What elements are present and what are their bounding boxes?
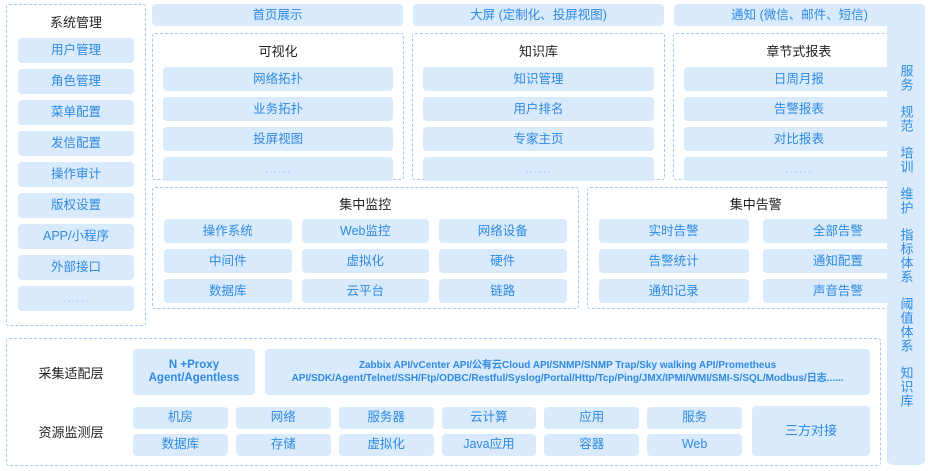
- sidebar-item-copyright-settings[interactable]: 版权设置: [18, 193, 134, 218]
- chip-knowledge-base-more[interactable]: ......: [423, 157, 654, 181]
- chip-hardware[interactable]: 硬件: [439, 249, 567, 273]
- left-sidebar-column: 系统管理 用户管理 角色管理 菜单配置 发信配置 操作审计 版权设置 APP/小…: [6, 4, 146, 467]
- chip-middleware[interactable]: 中间件: [164, 249, 292, 273]
- tab-home-display[interactable]: 首页展示: [152, 4, 403, 26]
- collection-layer-row: 采集适配层 N +Proxy Agent/Agentless Zabbix AP…: [19, 346, 870, 398]
- collection-layer-label: 采集适配层: [38, 365, 104, 381]
- vertical-item-threshold-system[interactable]: 阈值体系: [898, 296, 914, 353]
- bottom-layers-panel: 采集适配层 N +Proxy Agent/Agentless Zabbix AP…: [6, 338, 881, 466]
- sidebar-item-external-interface[interactable]: 外部接口: [18, 255, 134, 280]
- sidebar-item-app-miniprogram[interactable]: APP/小程序: [18, 224, 134, 249]
- feature-panel-row: 可视化 网络拓扑 业务拓扑 投屏视图 ...... 知识库 知识管理 用户排名 …: [152, 33, 925, 181]
- sidebar-item-menu-config[interactable]: 菜单配置: [18, 100, 134, 125]
- chip-report-more[interactable]: ......: [683, 157, 914, 181]
- system-management-title: 系统管理: [49, 15, 102, 30]
- chip-knowledge-management[interactable]: 知识管理: [423, 67, 654, 91]
- chip-network-topology[interactable]: 网络拓扑: [163, 67, 394, 91]
- vertical-item-metric-system[interactable]: 指标体系: [898, 227, 914, 284]
- chip-cloud-platform[interactable]: 云平台: [301, 279, 430, 303]
- visualization-title: 可视化: [258, 44, 298, 59]
- vertical-item-service[interactable]: 服务: [898, 63, 914, 92]
- chip-database[interactable]: 数据库: [164, 279, 292, 303]
- sidebar-item-more[interactable]: ......: [18, 286, 134, 311]
- resource-layer-row: 资源监测层 机房 网络 服务器 云计算 应用 服务 数据库 存储 虚拟化 Jav…: [19, 405, 870, 457]
- visualization-list: 网络拓扑 业务拓扑 投屏视图 ......: [163, 67, 394, 181]
- chapter-report-list: 日周月报 告警报表 对比报表 ......: [683, 67, 914, 181]
- centralized-alarm-title: 集中告警: [729, 197, 782, 212]
- chapter-report-title: 章节式报表: [766, 44, 832, 59]
- centralized-monitoring-title: 集中监控: [339, 197, 392, 212]
- system-management-list: 用户管理 角色管理 菜单配置 发信配置 操作审计 版权设置 APP/小程序 外部…: [18, 38, 134, 316]
- chip-network[interactable]: 网络: [235, 406, 331, 429]
- sidebar-item-operation-audit[interactable]: 操作审计: [18, 162, 134, 187]
- right-vertical-bar: 服务 规范 培训 维护 指标体系 阈值体系 知识库: [887, 6, 925, 465]
- resource-layer-label: 资源监测层: [38, 424, 104, 440]
- chip-service[interactable]: 服务: [647, 406, 742, 429]
- centralized-monitoring-panel: 集中监控 操作系统 Web监控 网络设备 中间件 虚拟化 硬件 数据库 云平台 …: [152, 187, 579, 309]
- chip-resource-database[interactable]: 数据库: [133, 433, 228, 456]
- chip-business-topology[interactable]: 业务拓扑: [163, 97, 394, 121]
- tab-notification[interactable]: 通知 (微信、邮件、短信): [674, 4, 925, 26]
- chip-java-application[interactable]: Java应用: [441, 433, 537, 456]
- chip-resource-virtualization[interactable]: 虚拟化: [338, 433, 434, 456]
- knowledge-base-list: 知识管理 用户排名 专家主页 ......: [423, 67, 654, 181]
- chip-cloud-computing[interactable]: 云计算: [441, 406, 537, 429]
- vertical-item-standard[interactable]: 规范: [898, 104, 914, 133]
- vertical-item-maintenance[interactable]: 维护: [898, 186, 914, 215]
- chip-expert-homepage[interactable]: 专家主页: [423, 127, 654, 151]
- chip-proxy-agent[interactable]: N +Proxy Agent/Agentless: [133, 349, 255, 395]
- chip-visualization-more[interactable]: ......: [163, 157, 394, 181]
- collection-layer-body: N +Proxy Agent/Agentless Zabbix API/vCen…: [133, 346, 870, 398]
- chip-virtualization[interactable]: 虚拟化: [301, 249, 430, 273]
- centralized-alarm-grid: 实时告警 全部告警 告警统计 通知配置 通知记录 声音告警: [598, 219, 913, 303]
- knowledge-base-title: 知识库: [518, 44, 558, 59]
- centralized-alarm-panel: 集中告警 实时告警 全部告警 告警统计 通知配置 通知记录 声音告警: [586, 187, 925, 309]
- tab-big-screen[interactable]: 大屏 (定制化、投屏视图): [413, 4, 664, 26]
- chip-comparison-report[interactable]: 对比报表: [683, 127, 914, 151]
- visualization-panel: 可视化 网络拓扑 业务拓扑 投屏视图 ......: [152, 33, 405, 181]
- monitoring-alarm-row: 集中监控 操作系统 Web监控 网络设备 中间件 虚拟化 硬件 数据库 云平台 …: [152, 187, 925, 309]
- chip-link[interactable]: 链路: [439, 279, 567, 303]
- chip-notification-records[interactable]: 通知记录: [598, 279, 749, 303]
- chip-server[interactable]: 服务器: [338, 406, 434, 429]
- chip-user-ranking[interactable]: 用户排名: [423, 97, 654, 121]
- chapter-report-panel: 章节式报表 日周月报 告警报表 对比报表 ......: [672, 33, 925, 181]
- chip-alarm-statistics[interactable]: 告警统计: [598, 249, 749, 273]
- chip-alarm-report[interactable]: 告警报表: [683, 97, 914, 121]
- sidebar-item-role-management[interactable]: 角色管理: [18, 69, 134, 94]
- chip-web[interactable]: Web: [647, 433, 742, 456]
- centralized-monitoring-grid: 操作系统 Web监控 网络设备 中间件 虚拟化 硬件 数据库 云平台 链路: [164, 219, 567, 303]
- chip-operating-system[interactable]: 操作系统: [164, 219, 292, 243]
- top-tab-strip: 首页展示 大屏 (定制化、投屏视图) 通知 (微信、邮件、短信): [152, 4, 925, 26]
- chip-daily-weekly-monthly-report[interactable]: 日周月报: [683, 67, 914, 91]
- knowledge-base-panel: 知识库 知识管理 用户排名 专家主页 ......: [412, 33, 665, 181]
- chip-screen-projection-view[interactable]: 投屏视图: [163, 127, 394, 151]
- chip-application[interactable]: 应用: [544, 406, 640, 429]
- sidebar-item-user-management[interactable]: 用户管理: [18, 38, 134, 63]
- chip-network-device[interactable]: 网络设备: [439, 219, 567, 243]
- resource-layer-grid: 机房 网络 服务器 云计算 应用 服务 数据库 存储 虚拟化 Java应用 容器…: [133, 406, 742, 456]
- resource-layer-body: 机房 网络 服务器 云计算 应用 服务 数据库 存储 虚拟化 Java应用 容器…: [133, 405, 870, 457]
- chip-realtime-alarm[interactable]: 实时告警: [598, 219, 749, 243]
- chip-storage[interactable]: 存储: [235, 433, 331, 456]
- vertical-item-training[interactable]: 培训: [898, 145, 914, 174]
- chip-api-protocols[interactable]: Zabbix API/vCenter API/公有云Cloud API/SNMP…: [265, 349, 870, 395]
- center-column: 首页展示 大屏 (定制化、投屏视图) 通知 (微信、邮件、短信) 可视化 网络拓…: [152, 4, 925, 467]
- chip-web-monitoring[interactable]: Web监控: [301, 219, 430, 243]
- chip-container[interactable]: 容器: [544, 433, 640, 456]
- chip-third-party-integration[interactable]: 三方对接: [752, 406, 870, 456]
- chip-data-center-room[interactable]: 机房: [133, 406, 228, 429]
- vertical-item-knowledge-base[interactable]: 知识库: [898, 365, 914, 408]
- sidebar-item-mail-config[interactable]: 发信配置: [18, 131, 134, 156]
- system-management-panel: 系统管理 用户管理 角色管理 菜单配置 发信配置 操作审计 版权设置 APP/小…: [6, 4, 146, 326]
